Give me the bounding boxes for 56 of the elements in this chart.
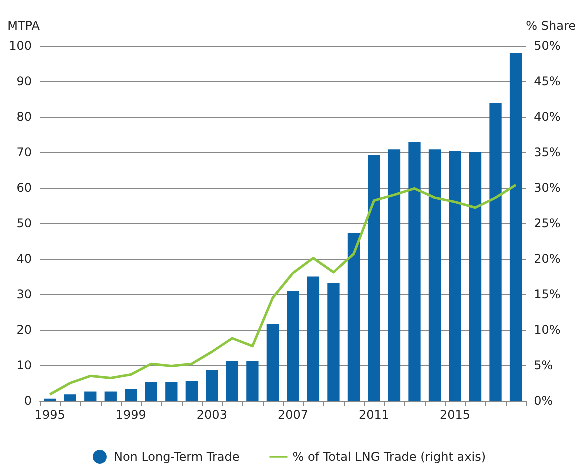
bar [428, 150, 442, 401]
y-tick-label: 90 [16, 74, 32, 88]
x-tick-label: 2007 [278, 408, 308, 422]
y-tick-label: 40 [16, 252, 32, 266]
y-tick-label: 0 [24, 394, 32, 408]
bar [287, 290, 300, 401]
bar [64, 394, 76, 401]
bar [408, 142, 421, 401]
y-tick-label: 30 [16, 288, 32, 302]
bar [186, 381, 198, 401]
bar [449, 151, 462, 401]
bar [368, 155, 380, 401]
x-tick-label: 1995 [34, 408, 66, 422]
x-tick-label: 2011 [358, 408, 390, 422]
x-tick-label: 1999 [116, 408, 146, 422]
y2-tick-label: 5% [534, 358, 554, 372]
bar [490, 104, 502, 401]
bar [145, 382, 158, 401]
y2-axis-title: % Share [526, 19, 576, 33]
y-tick-label: 20 [16, 323, 32, 337]
bar [328, 283, 340, 401]
legend-label: % of Total LNG Trade (right axis) [292, 450, 486, 464]
y-tick-label: 10 [16, 358, 32, 372]
bar [246, 361, 259, 401]
bar [266, 324, 280, 401]
bar [84, 392, 97, 401]
bar [469, 152, 482, 401]
y2-tick-label: 10% [534, 323, 561, 337]
bar [388, 150, 401, 401]
y2-tick-label: 50% [534, 39, 561, 53]
bar [166, 382, 178, 401]
bar [510, 53, 522, 401]
y2-tick-label: 25% [534, 216, 561, 230]
y2-tick-label: 20% [534, 252, 561, 266]
bar [226, 361, 239, 401]
bar [104, 392, 117, 401]
y-tick-label: 80 [16, 110, 32, 124]
bar [348, 233, 360, 401]
bar [206, 370, 218, 401]
x-tick-label: 2003 [196, 408, 228, 422]
y-axis-title: MTPA [8, 19, 41, 33]
y2-tick-label: 0% [534, 394, 554, 408]
y-tick-label: 50 [16, 216, 32, 230]
line-series [48, 184, 518, 396]
bar [307, 276, 320, 401]
y2-tick-label: 15% [534, 288, 561, 302]
y-tick-label: 60 [16, 181, 32, 195]
y-tick-label: 70 [16, 146, 32, 160]
y2-tick-label: 45% [534, 74, 561, 88]
x-tick-label: 2015 [440, 408, 471, 422]
y2-tick-label: 40% [534, 110, 561, 124]
legend-label: Non Long-Term Trade [114, 450, 240, 464]
y-tick-label: 100 [9, 39, 32, 53]
y2-tick-label: 35% [534, 146, 561, 160]
bar [125, 389, 138, 401]
y2-tick-label: 30% [534, 181, 561, 195]
